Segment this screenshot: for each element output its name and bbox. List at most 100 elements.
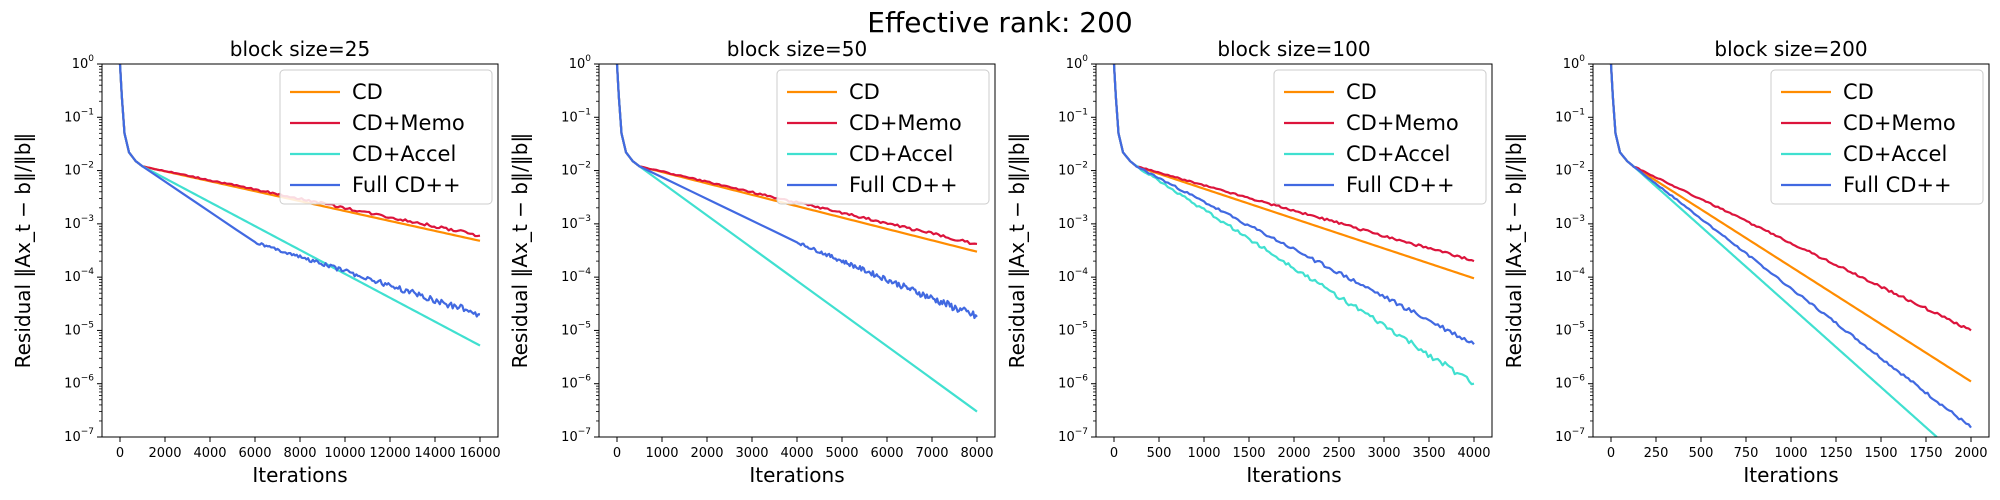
y-tick-label: 10−4 <box>1058 267 1088 285</box>
y-tick-label: 10−2 <box>1555 161 1585 179</box>
y-tick-label: 10−3 <box>64 214 94 232</box>
x-tick-label: 6000 <box>238 446 271 461</box>
y-tick-label: 10−3 <box>1555 214 1585 232</box>
y-tick-label: 100 <box>569 54 592 72</box>
x-tick-label: 1000 <box>645 446 678 461</box>
legend-entry-label: Full CD++ <box>849 173 958 197</box>
y-tick-label: 10−5 <box>1555 320 1585 338</box>
subplot-1: 0 2000 4000 6000 8000 10000 12000 14000 16000 10−… <box>11 37 501 487</box>
x-tick-label: 2500 <box>1322 446 1355 461</box>
x-tick-label: 0 <box>1607 446 1615 461</box>
legend-entry-label: CD+Accel <box>352 142 456 166</box>
y-tick-label: 10−3 <box>561 214 591 232</box>
legend: CD CD+Memo CD+Accel Full CD++ <box>776 69 990 205</box>
series-group <box>1609 64 1972 437</box>
subplot-title: block size=25 <box>230 37 370 61</box>
x-tick-label: 500 <box>1689 446 1714 461</box>
series-line-full-cd- <box>615 64 978 320</box>
x-tick-label: 0 <box>1110 446 1118 461</box>
x-axis-label: Iterations <box>1743 463 1838 487</box>
y-tick-label: 10−4 <box>1555 267 1585 285</box>
legend-frame <box>776 69 990 205</box>
x-tick-label: 1250 <box>1819 446 1852 461</box>
x-axis-label: Iterations <box>749 463 844 487</box>
legend-entry-label: CD+Memo <box>849 111 962 135</box>
subplot-title: block size=50 <box>727 37 867 61</box>
x-tick-label: 4000 <box>780 446 813 461</box>
series-line-full-cd- <box>1112 64 1475 345</box>
y-tick-label: 10−2 <box>1058 161 1088 179</box>
y-tick-label: 10−6 <box>64 374 94 392</box>
x-tick-label: 1500 <box>1864 446 1897 461</box>
x-tick-label: 2000 <box>690 446 723 461</box>
legend-entry-label: Full CD++ <box>1843 173 1952 197</box>
subplot-grid: 0 2000 4000 6000 8000 10000 12000 14000 1600010−… <box>11 37 1990 487</box>
legend-entry-label: CD+Memo <box>1346 111 1459 135</box>
legend-frame <box>1273 69 1487 205</box>
x-axis-label: Iterations <box>252 463 347 487</box>
legend-frame <box>279 69 493 205</box>
legend-frame <box>1770 69 1984 205</box>
legend-entry-label: CD <box>849 80 880 104</box>
series-group <box>615 64 978 413</box>
subplot-title: block size=100 <box>1217 37 1370 61</box>
y-tick-label: 100 <box>72 54 95 72</box>
legend-entry-label: Full CD++ <box>1346 173 1455 197</box>
x-tick-label: 750 <box>1734 446 1759 461</box>
subplot-2: 0 1000 2000 3000 4000 5000 6000 7000 8000 10−7 10−… <box>508 37 996 487</box>
x-tick-label: 0 <box>116 446 124 461</box>
y-tick-label: 10−6 <box>561 374 591 392</box>
y-tick-label: 10−4 <box>64 267 94 285</box>
legend: CD CD+Memo CD+Accel Full CD++ <box>1273 69 1487 205</box>
subplot-3: 0 500 1000 1500 2000 2500 3000 3500 4000 10−7 10−6… <box>1005 37 1493 487</box>
series-line-full-cd- <box>1609 64 1972 429</box>
x-tick-label: 5000 <box>825 446 858 461</box>
x-tick-label: 8000 <box>283 446 316 461</box>
y-tick-label: 10−4 <box>561 267 591 285</box>
legend-entry-label: CD+Memo <box>1843 111 1956 135</box>
x-axis-label: Iterations <box>1246 463 1341 487</box>
x-tick-label: 1750 <box>1909 446 1942 461</box>
y-tick-label: 10−1 <box>1555 107 1585 125</box>
y-tick-label: 10−6 <box>1058 374 1088 392</box>
y-tick-label: 100 <box>1066 54 1089 72</box>
y-axis-label: Residual ‖Ax_t − b‖/‖b‖ <box>508 133 532 369</box>
legend-entry-label: CD <box>1346 80 1377 104</box>
y-tick-label: 10−1 <box>64 107 94 125</box>
series-group <box>1112 64 1475 386</box>
y-tick-label: 10−5 <box>64 320 94 338</box>
series-group <box>118 64 481 347</box>
legend-entry-label: CD <box>1843 80 1874 104</box>
x-tick-label: 1500 <box>1232 446 1265 461</box>
x-tick-label: 12000 <box>369 446 410 461</box>
x-tick-label: 1000 <box>1187 446 1220 461</box>
x-tick-label: 500 <box>1147 446 1172 461</box>
legend: CD CD+Memo CD+Accel Full CD++ <box>279 69 493 205</box>
subplot-title: block size=200 <box>1714 37 1867 61</box>
y-axis-label: Residual ‖Ax_t − b‖/‖b‖ <box>11 133 35 369</box>
x-tick-label: 250 <box>1644 446 1669 461</box>
legend: CD CD+Memo CD+Accel Full CD++ <box>1770 69 1984 205</box>
y-tick-label: 10−3 <box>1058 214 1088 232</box>
legend-entry-label: CD <box>352 80 383 104</box>
y-tick-label: 10−5 <box>561 320 591 338</box>
y-tick-label: 10−1 <box>1058 107 1088 125</box>
y-axis-label: Residual ‖Ax_t − b‖/‖b‖ <box>1502 133 1526 369</box>
y-tick-label: 10−2 <box>64 161 94 179</box>
x-tick-label: 4000 <box>193 446 226 461</box>
x-tick-label: 4000 <box>1457 446 1490 461</box>
y-tick-label: 10−5 <box>1058 320 1088 338</box>
legend-entry-label: Full CD++ <box>352 173 461 197</box>
y-tick-label: 10−7 <box>561 427 591 445</box>
x-tick-label: 3000 <box>735 446 768 461</box>
y-axis-label: Residual ‖Ax_t − b‖/‖b‖ <box>1005 133 1029 369</box>
y-tick-label: 10−1 <box>561 107 591 125</box>
x-tick-label: 2000 <box>1277 446 1310 461</box>
x-tick-label: 8000 <box>960 446 993 461</box>
x-tick-label: 7000 <box>915 446 948 461</box>
legend-entry-label: CD+Accel <box>849 142 953 166</box>
figure-suptitle: Effective rank: 200 <box>867 6 1132 39</box>
y-tick-label: 10−7 <box>1058 427 1088 445</box>
y-tick-label: 10−7 <box>64 427 94 445</box>
legend-entry-label: CD+Memo <box>352 111 465 135</box>
